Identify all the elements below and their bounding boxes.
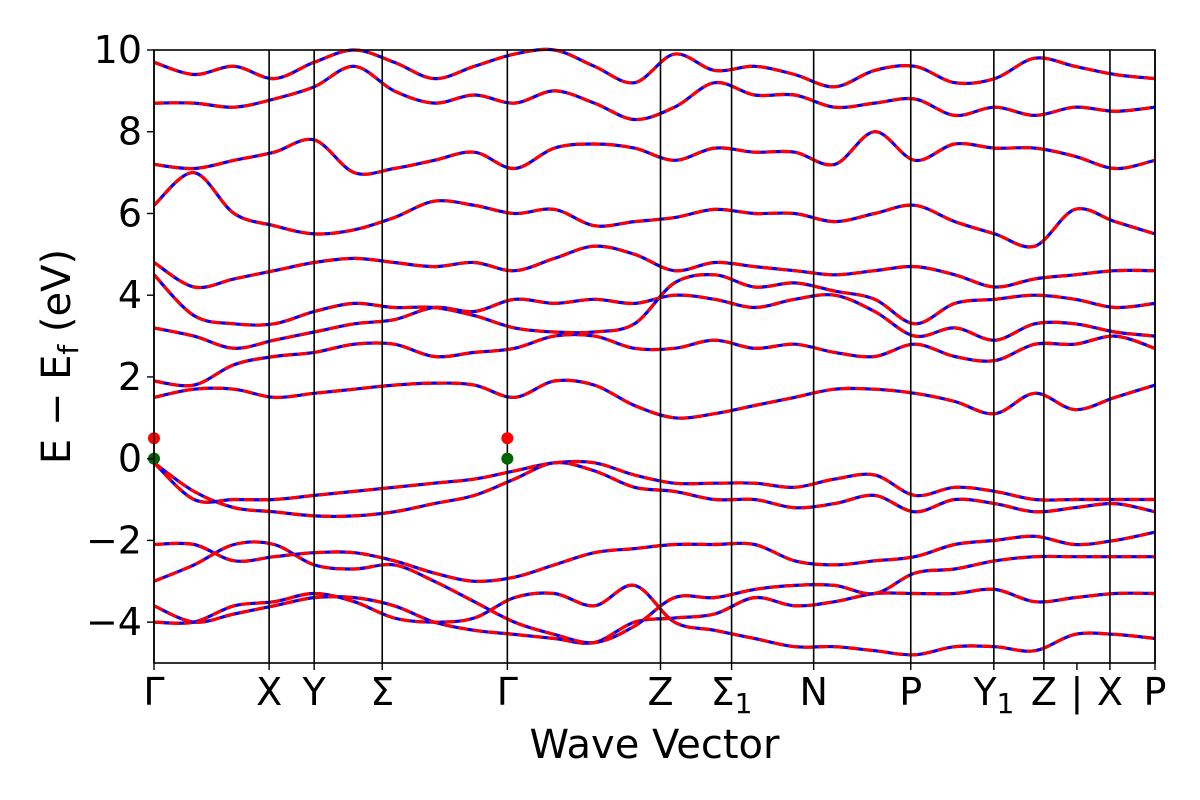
band-line-wannier-3 (153, 530, 1156, 584)
plot-frame (153, 49, 1156, 664)
y-tick-label-3: 2 (118, 355, 142, 399)
y-axis-title-main: E − E (34, 355, 80, 465)
x-tick-label-3: Σ (370, 670, 394, 714)
x-axis: Γ X Y Σ Γ Z Σ1 N P Y1 Z | X P (143, 663, 1166, 720)
y-tick-label-0: −4 (86, 600, 142, 644)
y-tick-label-2: 0 (118, 437, 142, 481)
y-axis-title-sub: f (52, 344, 85, 355)
band-line-dft-4 (152, 459, 1155, 504)
band-line-dft-0 (153, 583, 1156, 657)
x-tick-label-6: Σ1 (711, 670, 753, 720)
band-line-wannier-4 (152, 459, 1155, 504)
band-line-dft-2 (153, 540, 1155, 645)
x-tick-label-13: P (1144, 670, 1167, 714)
band-line-dft-12 (153, 130, 1156, 176)
x-tick-label-4: Γ (497, 670, 518, 714)
band-line-dft-7 (153, 332, 1156, 388)
bands-layer (152, 47, 1156, 657)
x-tick-label-8: P (899, 670, 922, 714)
x-tick-label-5: Z (647, 670, 673, 714)
y-tick-label-4: 4 (118, 273, 142, 317)
x-tick-label-0: Γ (143, 670, 164, 714)
band-line-dft-13 (153, 64, 1156, 122)
y-axis-title-unit: (eV) (34, 249, 80, 345)
band-line-wannier-10 (153, 244, 1156, 290)
y-axis: −4 −2 0 2 4 6 8 10 (86, 28, 154, 644)
band-line-dft-6 (153, 378, 1156, 420)
band-line-dft-3 (153, 530, 1156, 584)
x-tick-label-11: | (1071, 670, 1084, 715)
band-line-dft-10 (153, 244, 1156, 290)
x-tick-label-2: Y (302, 670, 327, 714)
x-tick-label-10: Z (1031, 670, 1057, 714)
x-tick-label-1: X (256, 670, 282, 714)
x-axis-title: Wave Vector (530, 722, 781, 768)
band-line-wannier-1 (153, 587, 1156, 645)
band-line-dft-14 (153, 47, 1156, 89)
band-line-wannier-12 (153, 130, 1156, 176)
band-line-dft-5 (153, 460, 1156, 519)
band-edge-marker-2 (501, 432, 514, 445)
band-line-dft-8 (153, 293, 1156, 350)
band-line-dft-11 (152, 171, 1156, 249)
x-tick-label-9: Y1 (972, 670, 1014, 720)
y-tick-label-5: 6 (118, 191, 142, 235)
x-tick-label-7: N (799, 670, 827, 714)
band-line-wannier-7 (153, 332, 1156, 388)
band-edge-marker-3 (501, 452, 514, 465)
y-tick-label-7: 10 (94, 28, 142, 72)
y-axis-title: E − Ef (eV) (34, 249, 85, 464)
x-tick-label-12: X (1097, 670, 1123, 714)
markers-layer (148, 432, 514, 465)
y-tick-label-6: 8 (118, 110, 142, 154)
band-line-dft-1 (153, 587, 1156, 645)
band-line-dft-9 (152, 273, 1156, 335)
y-tick-label-1: −2 (86, 518, 142, 562)
band-line-wannier-11 (152, 171, 1156, 249)
